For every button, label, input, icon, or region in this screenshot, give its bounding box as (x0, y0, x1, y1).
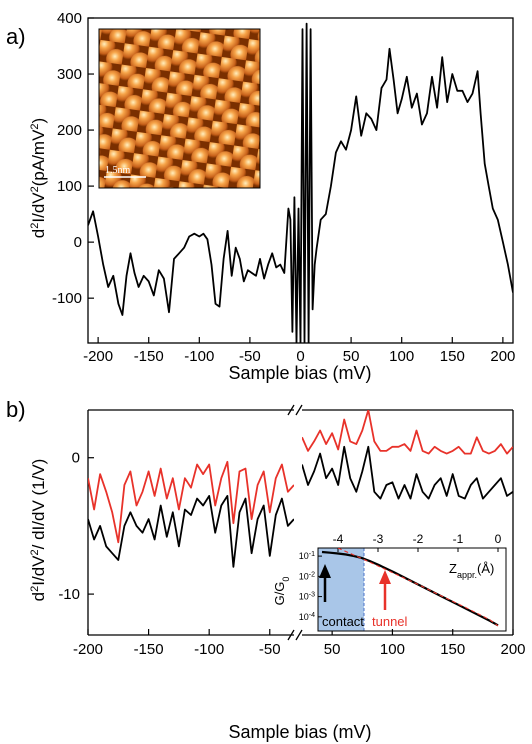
series-line-black (88, 495, 294, 568)
panel-a-x-label: Sample bias (mV) (228, 363, 371, 383)
y-tick-label: 400 (57, 10, 82, 27)
panel-b-series (88, 410, 513, 568)
inset-x-axis: -4 -3 -2 -1 0 (333, 532, 502, 552)
inset-frame (317, 547, 507, 632)
x-tick-label: 0 (296, 348, 304, 365)
y-tick-label: 200 (57, 122, 82, 139)
inset-series-line-black (321, 550, 499, 627)
inset-y-axis: 10-1 10-2 10-3 10-4 (299, 551, 322, 622)
inset-series (321, 548, 499, 627)
y-tick-label: -100 (52, 290, 82, 307)
y-tick-label: 300 (57, 66, 82, 83)
series-line (88, 22, 513, 343)
x-tick-label: 50 (343, 348, 360, 365)
x-tick-label: 150 (440, 348, 465, 365)
panel-b-x-label: Sample bias (mV) (228, 722, 371, 742)
tunnel-label: tunnel (372, 614, 408, 629)
inset-x-label: Zappr.(Å) (449, 561, 494, 580)
panel-b-y-label: d2I/dV2/ dI/dV (1/V) (29, 459, 48, 602)
panel-a-label: a) (6, 24, 26, 49)
inset-x-tick-label: -1 (453, 532, 464, 546)
conductance-inset: -4 -3 -2 -1 0 10-1 10-2 10-3 10-4 Zappr.(Å) G/G… (272, 532, 507, 632)
panel-a-y-axis: -100 0 100 200 300 400 (52, 10, 94, 307)
y-tick-label: 100 (57, 178, 82, 195)
axis-break-bottom (287, 629, 303, 641)
x-tick-label: -200 (83, 348, 113, 365)
inset-y-tick-label: 10-4 (299, 611, 315, 622)
x-tick-label: -150 (134, 641, 164, 658)
inset-y-tick-label: 10-2 (299, 571, 315, 582)
inset-y-tick-label: 10-3 (299, 591, 315, 602)
inset-series-line-red (337, 548, 499, 627)
series-line-black (302, 445, 513, 500)
tunnel-arrow (379, 570, 391, 610)
x-tick-label: 100 (380, 641, 405, 658)
inset-x-tick-label: 0 (495, 532, 502, 546)
panel-a-y-label: d2I/dV2(pA/mV2) (29, 118, 48, 238)
inset-x-tick-label: -2 (413, 532, 424, 546)
inset-x-tick-label: -4 (333, 532, 344, 546)
x-tick-label: 100 (389, 348, 414, 365)
y-tick-label: 0 (74, 234, 82, 251)
x-tick-label: -50 (239, 348, 261, 365)
inset-y-label: G/G0 (272, 577, 291, 606)
x-tick-label: -200 (73, 641, 103, 658)
x-tick-label: 200 (500, 641, 525, 658)
x-tick-label: -100 (184, 348, 214, 365)
x-tick-label: 200 (490, 348, 515, 365)
panel-b-x-axis: -200 -150 -100 -50 50 100 150 200 (73, 629, 526, 658)
x-tick-label: 150 (440, 641, 465, 658)
contact-label: contact (322, 614, 364, 629)
panel-b-y-axis: 0 -10 (58, 450, 94, 603)
panel-b-label: b) (6, 397, 26, 422)
series-line-red (302, 410, 513, 455)
panel-a-series (88, 22, 513, 343)
axis-break-top (287, 404, 303, 416)
contact-arrow (319, 564, 331, 602)
stm-scale-label: 1.5nm (105, 165, 131, 176)
stm-inset-image: 1.5nm (98, 28, 261, 189)
stm-inset-frame (98, 28, 261, 189)
x-tick-label: 50 (324, 641, 341, 658)
panel-a-x-axis: -200 -150 -100 -50 0 50 100 150 200 (83, 337, 515, 365)
inset-x-tick-label: -3 (373, 532, 384, 546)
x-tick-label: -50 (259, 641, 281, 658)
x-tick-label: -100 (194, 641, 224, 658)
y-tick-label: 0 (72, 450, 80, 467)
inset-y-tick-label: 10-1 (299, 551, 315, 562)
x-tick-label: -150 (134, 348, 164, 365)
y-tick-label: -10 (58, 586, 80, 603)
series-line-red (88, 460, 294, 544)
